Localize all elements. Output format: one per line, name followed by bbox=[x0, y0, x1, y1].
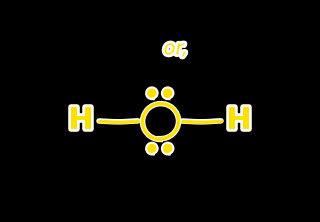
Text: H: H bbox=[226, 106, 252, 135]
Circle shape bbox=[148, 145, 156, 152]
Circle shape bbox=[164, 90, 172, 97]
Text: or,: or, bbox=[164, 39, 188, 58]
Text: H: H bbox=[68, 106, 94, 135]
Circle shape bbox=[164, 145, 172, 152]
Circle shape bbox=[148, 90, 156, 97]
